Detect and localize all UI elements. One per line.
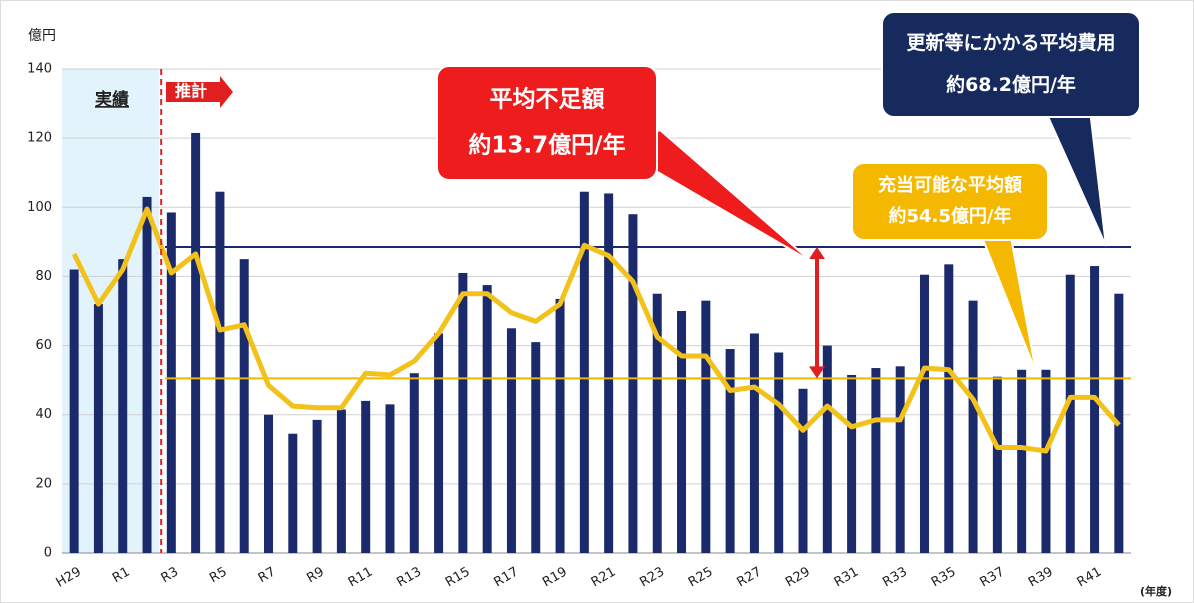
callout-box: [436, 65, 658, 181]
x-tick-label: R7: [256, 565, 278, 587]
forecast-label: 推計: [175, 82, 207, 101]
bar: [677, 311, 687, 553]
forecast-arrow: [166, 76, 233, 108]
bar: [142, 196, 152, 553]
bar: [312, 419, 322, 553]
bar: [652, 293, 662, 553]
bar: [361, 400, 371, 553]
callout-text: 更新等にかかる平均費用: [906, 31, 1115, 54]
arrow-head: [809, 366, 825, 379]
y-axis-label: 億円: [28, 28, 56, 44]
bar: [385, 404, 395, 553]
callout-box: [851, 162, 1049, 241]
bar: [555, 298, 565, 553]
bar: [336, 409, 346, 553]
bar: [992, 376, 1002, 553]
y-tick-label: 140: [27, 62, 52, 77]
bar: [944, 264, 954, 553]
bar: [725, 349, 735, 553]
bar: [1065, 274, 1075, 553]
bar: [701, 300, 711, 553]
y-tick-label: 60: [35, 338, 52, 353]
callout-text: 約54.5億円/年: [889, 205, 1012, 227]
bar: [69, 269, 79, 553]
bar: [118, 259, 128, 553]
callout-box: [881, 11, 1141, 118]
bar: [774, 352, 784, 553]
y-tick-label: 0: [44, 546, 52, 561]
bar: [531, 342, 541, 553]
bar: [458, 272, 468, 553]
x-tick-label: R1: [110, 565, 132, 587]
y-tick-label: 80: [35, 269, 52, 284]
bar: [191, 132, 201, 553]
line: [71, 206, 1121, 454]
bar: [604, 193, 614, 553]
x-axis-label: (年度): [1140, 584, 1172, 598]
bar: [749, 333, 759, 553]
bar: [264, 414, 274, 553]
bar: [166, 212, 176, 553]
bar: [1090, 266, 1100, 553]
bar: [847, 374, 857, 553]
bar: [579, 191, 589, 553]
callout-text: 約13.7億円/年: [468, 131, 625, 158]
y-tick-label: 100: [27, 200, 52, 215]
bar: [798, 388, 808, 553]
callout-text: 充当可能な平均額: [878, 174, 1022, 196]
callout-text: 約68.2億円/年: [946, 73, 1076, 96]
x-tick-label: R3: [159, 565, 181, 587]
bar: [919, 274, 929, 553]
bar: [93, 304, 103, 553]
bar: [871, 368, 881, 553]
bar: [288, 433, 298, 553]
callout-text: 平均不足額: [490, 86, 605, 113]
actual-label: 実績: [95, 89, 129, 110]
bar: [822, 345, 832, 553]
y-tick-label: 20: [35, 476, 52, 491]
y-tick-label: 40: [35, 407, 52, 422]
bar: [1041, 369, 1051, 553]
arrow-head: [809, 247, 825, 260]
bar: [968, 300, 978, 553]
bar: [506, 328, 516, 553]
bar: [482, 285, 492, 553]
bar: [239, 259, 249, 553]
bar: [409, 373, 419, 553]
x-tick-label: R5: [207, 565, 229, 587]
bar: [628, 214, 638, 553]
bar: [215, 191, 225, 553]
y-tick-label: 120: [27, 131, 52, 146]
bar: [1017, 369, 1027, 553]
bar: [434, 333, 444, 553]
bar: [895, 366, 905, 553]
x-tick-label: R9: [304, 565, 326, 587]
